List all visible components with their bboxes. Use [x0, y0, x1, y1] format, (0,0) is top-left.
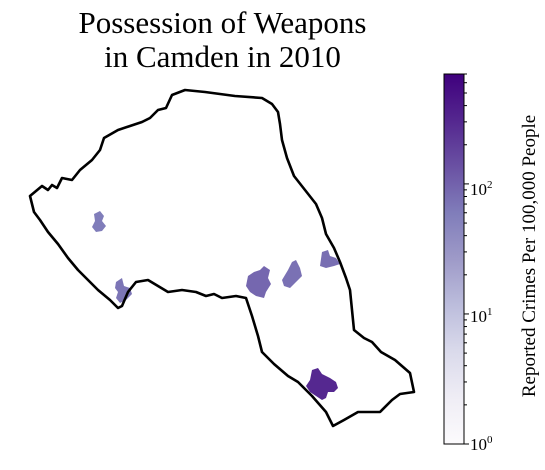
colorbar-tick-label-2: 101: [470, 306, 493, 327]
colorbar-tick-base-1: 10: [470, 435, 487, 454]
colorbar-ticks: [464, 73, 469, 445]
highlighted-areas: [92, 211, 340, 400]
area-central-east: [320, 250, 340, 268]
map-title-line-2: in Camden in 2010: [104, 39, 341, 74]
area-central-2: [282, 260, 302, 288]
area-west: [115, 278, 132, 303]
colorbar-tick-exp-1: 0: [487, 434, 493, 446]
colorbar-tick-exp-3: 2: [487, 179, 493, 191]
map-title: Possession of Weapons in Camden in 2010: [0, 6, 445, 74]
colorbar-tick-label-3: 102: [470, 179, 493, 200]
colorbar-label: Reported Crimes Per 100,000 People: [519, 114, 540, 398]
colorbar: [443, 73, 465, 445]
area-north-west: [92, 211, 106, 232]
area-central-1: [246, 266, 271, 298]
colorbar-tick-exp-2: 1: [487, 306, 493, 318]
map-title-line-1: Possession of Weapons: [78, 5, 367, 40]
camden-boundary: [28, 88, 416, 428]
area-south: [306, 368, 338, 400]
colorbar-tick-base-2: 10: [470, 307, 487, 326]
colorbar-tick-label-1: 100: [470, 434, 493, 455]
colorbar-tick-base-3: 10: [470, 180, 487, 199]
